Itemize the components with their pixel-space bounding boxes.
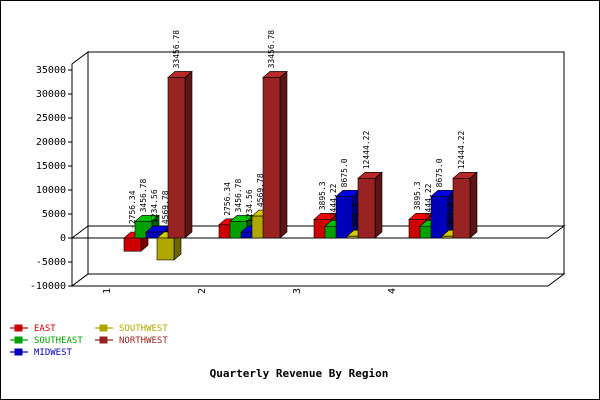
legend-label: SOUTHWEST xyxy=(119,324,168,334)
legend-swatch xyxy=(15,349,22,355)
y-tick-label: 30000 xyxy=(36,89,66,100)
data-label: 8675.0 xyxy=(340,158,349,187)
y-axis: -10000 -5000 0 5000 10000 15000 20000 25000 3000… xyxy=(30,65,72,292)
data-label: 3456.78 xyxy=(139,179,148,213)
y-tick-label: 25000 xyxy=(36,113,66,124)
y-tick-label: 0 xyxy=(60,233,66,244)
data-label: 12444.22 xyxy=(457,131,466,170)
floor xyxy=(72,274,564,286)
data-label: 3895.3 xyxy=(318,181,327,210)
y-tick-label: 5000 xyxy=(42,209,66,220)
bar xyxy=(263,77,280,238)
bar xyxy=(157,238,174,260)
data-label: 8675.0 xyxy=(435,158,444,187)
x-tick-label: 3 xyxy=(292,288,303,294)
x-tick-label: 1 xyxy=(102,288,113,294)
bar-side xyxy=(185,71,192,238)
legend-label: MIDWEST xyxy=(34,348,73,358)
y-tick-label: 10000 xyxy=(36,185,66,196)
y-tick-label: -5000 xyxy=(36,257,66,268)
left-wall xyxy=(72,52,88,286)
chart-title: Quarterly Revenue By Region xyxy=(210,367,389,380)
bar xyxy=(168,77,185,238)
bar xyxy=(124,238,141,251)
chart-walls xyxy=(72,52,564,286)
data-label: 2444.22 xyxy=(424,183,433,217)
y-tick-label: 20000 xyxy=(36,137,66,148)
data-label: -4569.78 xyxy=(161,190,170,229)
data-label: 2444.22 xyxy=(329,183,338,217)
bar-side xyxy=(375,172,382,238)
data-label: 1234.56 xyxy=(245,189,254,223)
legend-swatch xyxy=(100,325,107,331)
legend-label: EAST xyxy=(34,324,56,334)
data-label: 3895.3 xyxy=(413,181,422,210)
bar-side xyxy=(280,71,287,238)
data-label: -2756.34 xyxy=(128,190,137,229)
data-label: 385.2 xyxy=(446,203,455,227)
data-label: 2756.34 xyxy=(223,182,232,216)
y-tick-label: 35000 xyxy=(36,65,66,76)
x-axis: 1 2 3 4 xyxy=(102,288,398,294)
data-label: 33456.78 xyxy=(172,30,181,69)
data-label: 3456.78 xyxy=(234,179,243,213)
data-label: 4569.78 xyxy=(256,173,265,207)
y-tick-label: -10000 xyxy=(30,281,66,292)
data-label: 1234.56 xyxy=(150,189,159,223)
legend-label: NORTHWEST xyxy=(119,336,168,346)
x-tick-label: 2 xyxy=(197,288,208,294)
x-tick-label: 4 xyxy=(387,288,398,294)
data-label: 385.2 xyxy=(351,203,360,227)
legend-label: SOUTHEAST xyxy=(34,336,83,346)
legend-swatch xyxy=(15,337,22,343)
bar xyxy=(358,178,375,238)
legend: EAST SOUTHWEST SOUTHEAST NORTHWEST MIDWEST xyxy=(10,324,168,358)
data-label: 12444.22 xyxy=(362,131,371,170)
y-tick-label: 15000 xyxy=(36,161,66,172)
bar xyxy=(453,178,470,238)
legend-swatch xyxy=(15,325,22,331)
bar-side xyxy=(470,172,477,238)
legend-swatch xyxy=(100,337,107,343)
data-label: 33456.78 xyxy=(267,30,276,69)
